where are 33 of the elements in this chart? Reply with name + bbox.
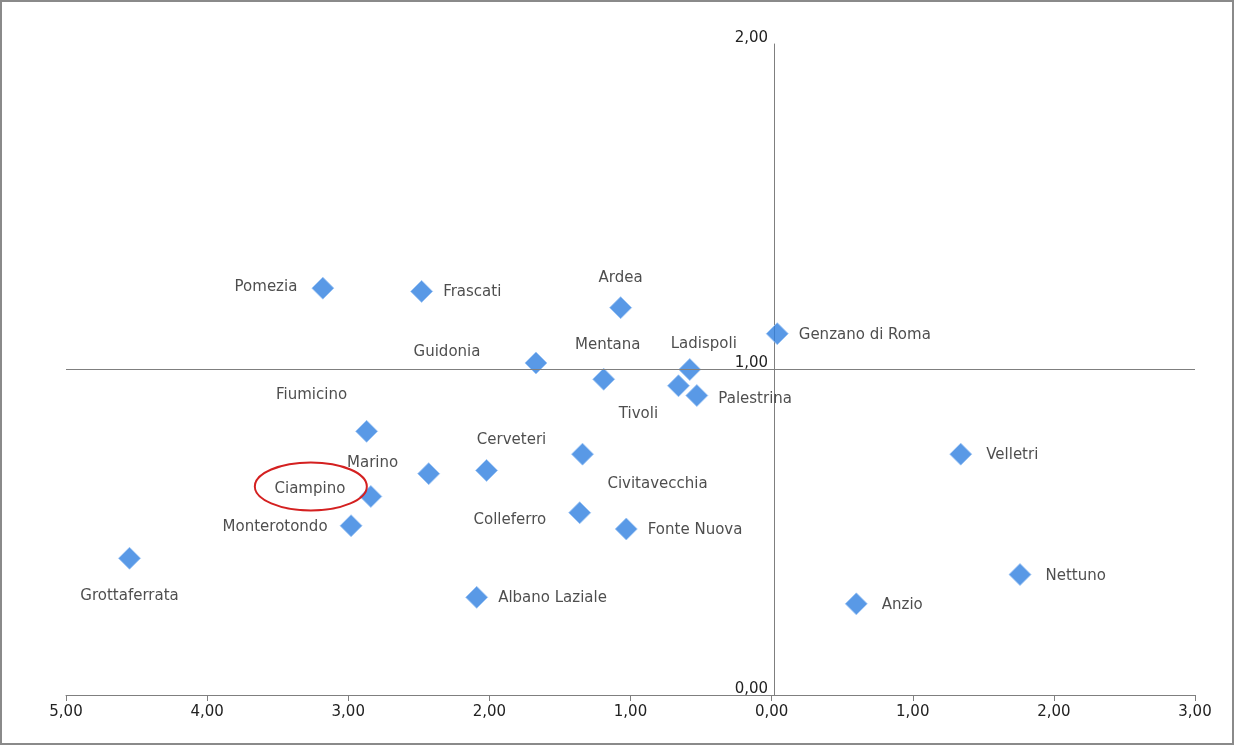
series-label: Nettuno bbox=[1045, 565, 1106, 584]
x-tick-label: 1,00 bbox=[896, 701, 930, 720]
series-label: Mentana bbox=[574, 335, 641, 354]
series-label: Frascati bbox=[443, 282, 502, 301]
series-label: Marino bbox=[347, 452, 399, 471]
series-label: Grottaferrata bbox=[80, 586, 179, 605]
x-tick-label: 5,00 bbox=[49, 701, 83, 720]
x-tick-label: 0,00 bbox=[754, 701, 789, 720]
text: Guidonia bbox=[413, 341, 481, 360]
series-label: Anzio bbox=[881, 594, 923, 613]
x-tick-label: 4,00 bbox=[190, 701, 224, 720]
y-tick-label: 2,00 bbox=[734, 27, 769, 46]
series-label: Fiumicino bbox=[276, 385, 348, 404]
x-tick-label: 1,00 bbox=[613, 701, 648, 720]
series-label: Civitavecchia bbox=[607, 474, 708, 493]
series-label: Ciampino bbox=[274, 479, 346, 498]
series-label: Ardea bbox=[598, 267, 643, 286]
y-tick-label: 1,00 bbox=[734, 353, 769, 371]
y-tick-label: 0,00 bbox=[734, 678, 769, 697]
series-label: Pomezia bbox=[234, 277, 298, 296]
x-tick-label: 3,00 bbox=[331, 701, 365, 720]
x-tick-label: 2,00 bbox=[1037, 701, 1071, 720]
series-label: Fonte Nuova bbox=[647, 519, 743, 538]
series-label: Ladispoli bbox=[670, 333, 737, 352]
x-tick-label: 2,00 bbox=[472, 701, 507, 720]
series-label: Monterotondo bbox=[222, 516, 328, 535]
series-label: Tivoli bbox=[617, 403, 659, 422]
series-label: Genzano di Roma bbox=[798, 324, 931, 343]
series-label: Velletri bbox=[986, 445, 1039, 464]
series-label: Cerveteri bbox=[476, 430, 547, 449]
series-label: Colleferro bbox=[473, 509, 547, 528]
series-label: Albano Laziale bbox=[498, 588, 607, 607]
x-tick-label: 3,00 bbox=[1178, 701, 1212, 720]
